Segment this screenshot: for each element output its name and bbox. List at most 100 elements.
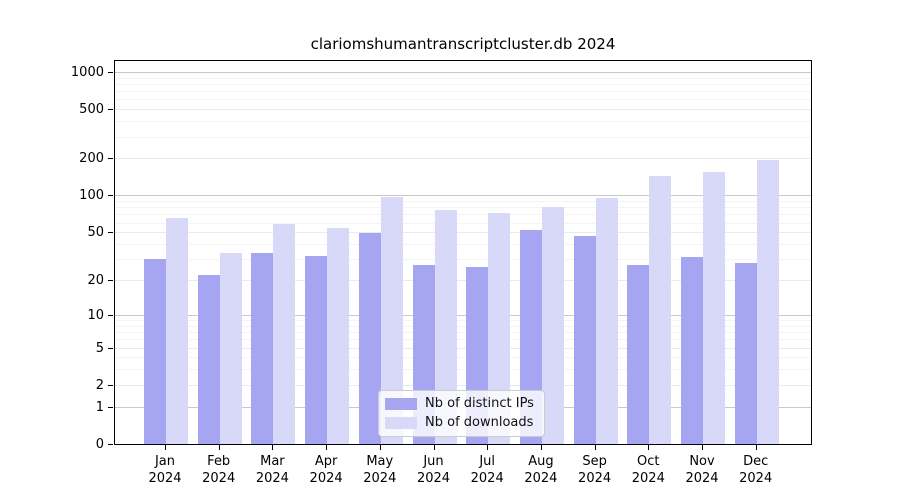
bar-downloads-dec xyxy=(756,159,779,444)
gridline-500 xyxy=(115,109,811,111)
bar-distinct-ips-oct xyxy=(627,264,650,444)
x-tick-label-jul: Jul 2024 xyxy=(470,454,504,486)
y-tick-mark-20 xyxy=(108,280,113,282)
bar-downloads-sep xyxy=(595,198,618,444)
y-tick-label-20: 20 xyxy=(87,273,104,289)
x-tick-mark-mar xyxy=(272,445,274,450)
bar-downloads-feb xyxy=(219,252,242,444)
gridline-minor xyxy=(115,121,811,123)
bar-downloads-jan xyxy=(166,218,188,444)
x-tick-label-nov: Nov 2024 xyxy=(685,454,719,486)
x-tick-label-mar: Mar 2024 xyxy=(255,454,289,486)
legend: Nb of distinct IPs Nb of downloads xyxy=(378,390,545,437)
x-tick-mark-aug xyxy=(540,445,542,450)
bar-distinct-ips-may xyxy=(358,233,381,444)
y-tick-label-200: 200 xyxy=(79,151,104,167)
gridline-2 xyxy=(115,384,811,386)
y-tick-mark-5 xyxy=(108,347,113,349)
x-tick-mark-apr xyxy=(326,445,328,450)
bar-distinct-ips-apr xyxy=(305,255,328,444)
gridline-10 xyxy=(115,314,811,316)
x-tick-mark-may xyxy=(379,445,381,450)
x-tick-label-dec: Dec 2024 xyxy=(739,454,773,486)
legend-item-distinct-ips: Nb of distinct IPs xyxy=(385,396,534,411)
bar-downloads-jul xyxy=(488,212,511,444)
bar-downloads-apr xyxy=(327,228,350,444)
y-tick-mark-500 xyxy=(108,109,113,111)
bar-distinct-ips-dec xyxy=(734,262,757,444)
gridline-minor xyxy=(115,222,811,224)
chart-title: clariomshumantranscriptcluster.db 2024 xyxy=(310,35,616,53)
x-tick-mark-jun xyxy=(433,445,435,450)
y-tick-label-50: 50 xyxy=(87,225,104,241)
legend-label-distinct-ips: Nb of distinct IPs xyxy=(425,396,534,411)
legend-item-downloads: Nb of downloads xyxy=(385,415,534,430)
bar-downloads-may xyxy=(380,196,403,444)
gridline-minor xyxy=(115,214,811,216)
gridline-minor xyxy=(115,136,811,138)
bar-distinct-ips-feb xyxy=(197,275,220,444)
y-tick-label-100: 100 xyxy=(79,188,104,204)
x-tick-mark-jul xyxy=(487,445,489,450)
gridline-minor xyxy=(115,77,811,79)
bar-downloads-nov xyxy=(703,172,725,444)
gridline-minor xyxy=(115,320,811,321)
x-tick-mark-dec xyxy=(755,445,757,450)
gridline-minor xyxy=(115,207,811,209)
gridline-minor xyxy=(115,339,811,341)
bar-distinct-ips-mar xyxy=(251,252,274,444)
x-tick-label-jun: Jun 2024 xyxy=(416,454,451,486)
y-tick-label-0: 0 xyxy=(95,437,104,452)
x-tick-label-sep: Sep 2024 xyxy=(578,454,612,486)
gridline-5 xyxy=(115,347,811,349)
y-tick-label-10: 10 xyxy=(87,307,104,323)
gridline-20 xyxy=(115,280,811,282)
y-tick-mark-10 xyxy=(108,314,113,316)
y-tick-label-1: 1 xyxy=(95,399,104,415)
x-tick-label-oct: Oct 2024 xyxy=(631,454,665,486)
gridline-1000 xyxy=(115,71,811,73)
gridline-100 xyxy=(115,195,811,197)
y-tick-label-500: 500 xyxy=(79,102,104,118)
gridline-minor xyxy=(115,244,811,246)
x-tick-mark-jan xyxy=(165,445,166,450)
legend-swatch-downloads xyxy=(385,416,417,429)
bar-downloads-jun xyxy=(434,210,457,444)
x-tick-label-jan: Jan 2024 xyxy=(148,454,182,486)
legend-swatch-distinct-ips xyxy=(385,397,417,410)
gridline-200 xyxy=(115,158,811,160)
gridline-minor xyxy=(115,99,811,101)
bar-distinct-ips-sep xyxy=(573,235,596,444)
gridline-minor xyxy=(115,201,811,203)
y-tick-mark-2 xyxy=(108,384,113,386)
y-tick-label-1000: 1000 xyxy=(70,64,104,80)
bar-distinct-ips-nov xyxy=(681,257,703,444)
x-tick-label-apr: Apr 2024 xyxy=(309,454,343,486)
y-tick-mark-1000 xyxy=(108,71,113,73)
y-tick-label-2: 2 xyxy=(95,377,104,393)
y-tick-mark-0 xyxy=(108,444,113,445)
gridline-minor xyxy=(115,83,811,85)
y-tick-mark-50 xyxy=(108,232,113,234)
x-tick-mark-oct xyxy=(648,445,650,450)
x-tick-mark-feb xyxy=(218,445,220,450)
bar-downloads-aug xyxy=(541,206,564,444)
gridline-50 xyxy=(115,232,811,234)
gridline-minor xyxy=(115,357,811,359)
bar-downloads-oct xyxy=(649,175,672,444)
plot-area xyxy=(114,60,812,445)
y-tick-mark-100 xyxy=(108,195,113,197)
y-tick-mark-200 xyxy=(108,158,113,160)
x-tick-label-feb: Feb 2024 xyxy=(202,454,236,486)
y-tick-label-5: 5 xyxy=(95,340,104,356)
gridline-minor xyxy=(115,91,811,93)
x-tick-label-may: May 2024 xyxy=(363,454,397,486)
y-tick-mark-1 xyxy=(108,406,113,408)
bar-downloads-mar xyxy=(273,224,296,444)
bar-distinct-ips-jan xyxy=(144,259,166,444)
x-tick-mark-sep xyxy=(594,445,596,450)
x-tick-label-aug: Aug 2024 xyxy=(524,454,558,486)
gridline-minor xyxy=(115,369,811,371)
gridline-minor xyxy=(115,332,811,334)
